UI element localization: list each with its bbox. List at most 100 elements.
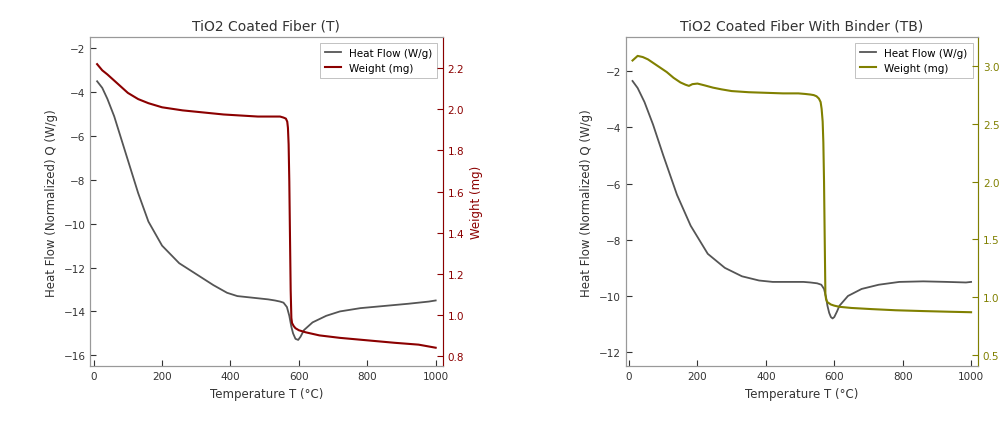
Heat Flow (W/g)	[262, 297, 274, 302]
Heat Flow (W/g)	[831, 309, 843, 314]
Heat Flow (W/g)	[334, 309, 346, 314]
Weight (mg)	[636, 55, 648, 60]
Weight (mg)	[234, 114, 246, 119]
Weight (mg)	[964, 310, 976, 315]
Heat Flow (W/g)	[292, 337, 304, 343]
Weight (mg)	[96, 69, 108, 74]
Heat Flow (W/g)	[964, 280, 976, 285]
Weight (mg)	[269, 115, 281, 120]
Heat Flow (W/g)	[626, 79, 638, 84]
Weight (mg)	[812, 97, 824, 102]
Heat Flow (W/g)	[718, 266, 730, 271]
Heat Flow (W/g)	[320, 314, 332, 319]
Weight (mg)	[646, 61, 658, 66]
Weight (mg)	[626, 59, 638, 64]
Weight (mg)	[101, 73, 113, 78]
Heat Flow (W/g)	[274, 299, 286, 305]
Weight (mg)	[91, 63, 103, 68]
Weight (mg)	[334, 336, 346, 341]
Heat Flow (W/g)	[916, 279, 928, 284]
Weight (mg)	[142, 101, 154, 106]
Heat Flow (W/g)	[298, 328, 310, 333]
Weight (mg)	[682, 84, 694, 89]
Weight (mg)	[176, 109, 188, 114]
Weight (mg)	[678, 83, 690, 88]
Heat Flow (W/g)	[959, 280, 971, 285]
Weight (mg)	[706, 86, 718, 91]
Weight (mg)	[285, 316, 297, 321]
Weight (mg)	[742, 90, 755, 95]
Weight (mg)	[714, 88, 726, 93]
Heat Flow (W/g)	[804, 280, 816, 285]
Heat Flow (W/g)	[797, 280, 809, 285]
Heat Flow (W/g)	[638, 100, 650, 105]
Weight (mg)	[283, 142, 295, 147]
Weight (mg)	[278, 116, 290, 121]
Weight (mg)	[217, 112, 229, 118]
Weight (mg)	[429, 345, 441, 351]
Weight (mg)	[286, 321, 298, 326]
Weight (mg)	[820, 297, 832, 302]
Heat Flow (W/g)	[821, 304, 833, 309]
Legend: Heat Flow (W/g), Weight (mg): Heat Flow (W/g), Weight (mg)	[320, 43, 437, 79]
Heat Flow (W/g)	[820, 295, 832, 300]
Weight (mg)	[641, 58, 653, 63]
Heat Flow (W/g)	[646, 123, 658, 128]
Weight (mg)	[828, 303, 840, 308]
Heat Flow (W/g)	[252, 296, 264, 301]
Weight (mg)	[697, 83, 709, 89]
Heat Flow (W/g)	[402, 302, 414, 307]
Y-axis label: Heat Flow (Normalized) Q (W/g): Heat Flow (Normalized) Q (W/g)	[45, 109, 58, 296]
Heat Flow (W/g)	[855, 287, 867, 292]
Heat Flow (W/g)	[278, 300, 290, 305]
Heat Flow (W/g)	[824, 315, 836, 320]
Heat Flow (W/g)	[354, 306, 366, 311]
Weight (mg)	[388, 340, 400, 345]
Weight (mg)	[807, 93, 819, 98]
Weight (mg)	[290, 326, 302, 331]
Heat Flow (W/g)	[290, 337, 302, 342]
Weight (mg)	[660, 70, 672, 75]
Heat Flow (W/g)	[231, 294, 243, 299]
Weight (mg)	[115, 85, 127, 90]
Weight (mg)	[252, 115, 264, 120]
Weight (mg)	[685, 82, 697, 87]
Weight (mg)	[817, 141, 829, 146]
Weight (mg)	[819, 292, 831, 297]
Heat Flow (W/g)	[828, 315, 840, 320]
Heat Flow (W/g)	[872, 282, 884, 288]
Heat Flow (W/g)	[241, 295, 254, 300]
Heat Flow (W/g)	[818, 287, 830, 292]
Heat Flow (W/g)	[815, 282, 827, 288]
Heat Flow (W/g)	[423, 299, 435, 305]
Weight (mg)	[799, 92, 811, 97]
Weight (mg)	[833, 305, 845, 310]
Heat Flow (W/g)	[766, 280, 778, 285]
Heat Flow (W/g)	[826, 316, 838, 321]
Heat Flow (W/g)	[132, 191, 144, 196]
Weight (mg)	[818, 180, 830, 185]
Weight (mg)	[820, 299, 832, 304]
Heat Flow (W/g)	[207, 283, 219, 288]
Weight (mg)	[631, 54, 643, 59]
Weight (mg)	[944, 309, 956, 314]
Heat Flow (W/g)	[173, 261, 185, 266]
Weight (mg)	[810, 95, 822, 100]
Heat Flow (W/g)	[893, 280, 905, 285]
X-axis label: Temperature T (°C): Temperature T (°C)	[744, 387, 858, 400]
Heat Flow (W/g)	[823, 311, 835, 316]
Heat Flow (W/g)	[670, 193, 682, 198]
Weight (mg)	[280, 117, 292, 122]
Weight (mg)	[916, 309, 928, 314]
Heat Flow (W/g)	[701, 252, 713, 257]
Y-axis label: Weight (mg): Weight (mg)	[469, 166, 482, 239]
Heat Flow (W/g)	[429, 298, 441, 303]
Weight (mg)	[361, 338, 373, 343]
Weight (mg)	[792, 92, 804, 97]
Weight (mg)	[293, 328, 305, 333]
Weight (mg)	[197, 111, 209, 116]
Weight (mg)	[283, 179, 295, 184]
Weight (mg)	[412, 342, 424, 347]
Heat Flow (W/g)	[269, 298, 281, 303]
Line: Heat Flow (W/g): Heat Flow (W/g)	[97, 82, 435, 340]
